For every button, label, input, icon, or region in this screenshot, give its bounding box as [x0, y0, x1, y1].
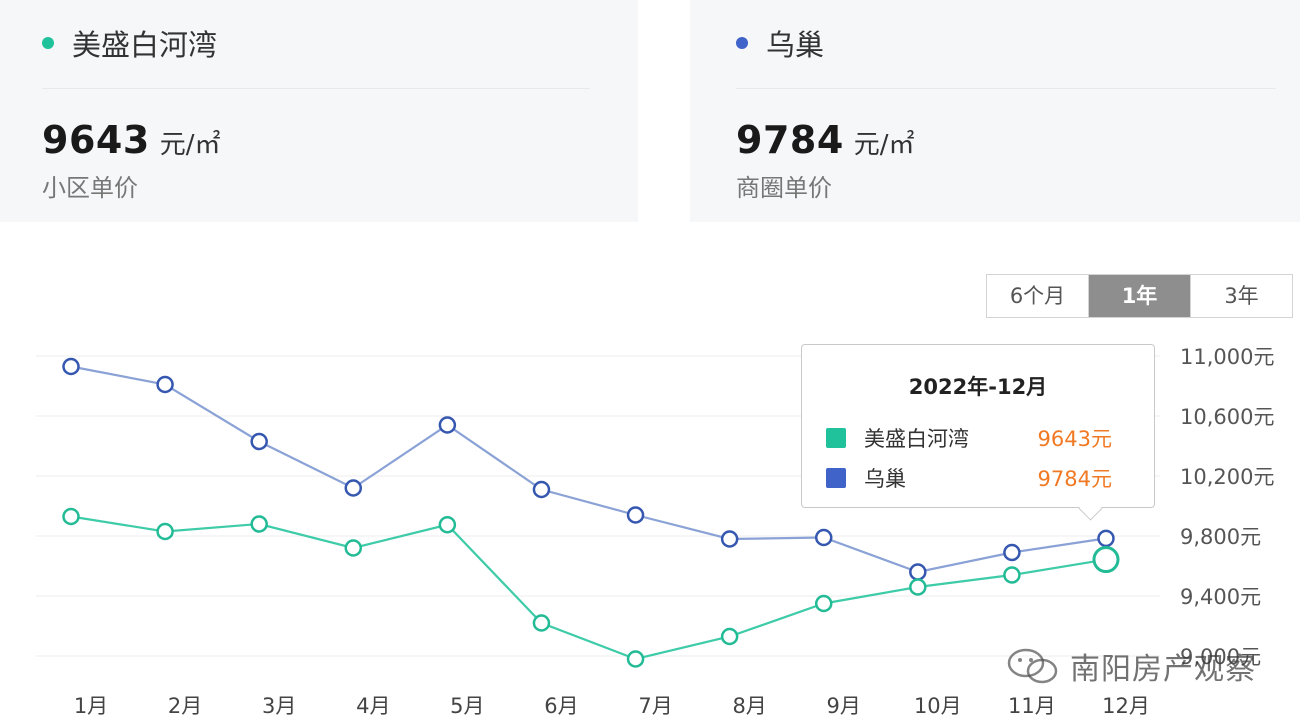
data-point — [62, 507, 80, 526]
data-point — [909, 578, 927, 596]
x-tick-label: 6月 — [544, 694, 578, 718]
data-point — [720, 627, 739, 646]
price-trend-chart: 9,000元 9,400元 9,800元 10,200元 10,600元 11,000元 1… — [36, 345, 1274, 718]
legend-swatch-icon — [826, 468, 846, 488]
summary-card-wuchao: 乌巢 9784 元/㎡ 商圈单价 — [690, 0, 1300, 222]
y-tick-label: 9,000元 — [1180, 645, 1261, 669]
summary-card-meisheng: 美盛白河湾 9643 元/㎡ 小区单价 — [0, 0, 638, 222]
price-unit: 元/㎡ — [853, 130, 915, 160]
range-1-year-button[interactable]: 1年 — [1089, 275, 1191, 317]
community-name: 美盛白河湾 — [72, 28, 218, 62]
data-point — [532, 614, 551, 632]
y-tick-label: 9,400元 — [1180, 585, 1261, 609]
data-point — [814, 528, 833, 547]
y-tick-label: 10,600元 — [1180, 405, 1274, 429]
data-point — [532, 480, 551, 499]
series-dot-icon — [42, 37, 54, 49]
tooltip-series-name: 美盛白河湾 — [864, 427, 969, 451]
price-unit: 元/㎡ — [159, 130, 221, 160]
data-point — [626, 506, 645, 524]
x-tick-label: 12月 — [1102, 694, 1150, 718]
range-6-months-button[interactable]: 6个月 — [987, 275, 1089, 317]
series-dot-icon — [736, 37, 748, 49]
y-tick-label: 11,000元 — [1180, 345, 1274, 369]
data-point — [250, 432, 268, 451]
x-tick-label: 7月 — [638, 694, 672, 718]
data-point — [156, 375, 174, 394]
wechat-icon — [1007, 648, 1058, 684]
x-tick-label: 3月 — [262, 694, 296, 718]
tooltip-series-value: 9643元 — [1037, 427, 1112, 451]
data-point — [344, 479, 363, 497]
tooltip-row: 乌巢 9784元 — [826, 463, 1132, 493]
price-sublabel: 小区单价 — [42, 174, 138, 202]
x-tick-label: 8月 — [732, 694, 766, 718]
legend-swatch-icon — [826, 428, 846, 448]
chart-tooltip: 2022年-12月 美盛白河湾 9643元 乌巢 9784元 — [801, 344, 1155, 521]
range-3-years-button[interactable]: 3年 — [1191, 275, 1292, 317]
tooltip-title: 2022年-12月 — [908, 375, 1048, 399]
community-price: 9643 — [42, 118, 150, 162]
x-tick-label: 10月 — [914, 694, 962, 718]
district-name: 乌巢 — [766, 28, 825, 62]
tooltip-series-value: 9784元 — [1037, 467, 1112, 491]
price-row: 9784 元/㎡ — [736, 118, 915, 162]
data-point — [438, 416, 457, 434]
card-name-row: 美盛白河湾 — [42, 22, 217, 64]
data-point — [1092, 546, 1120, 574]
data-point — [1097, 529, 1115, 548]
data-point — [62, 357, 80, 376]
card-divider — [736, 88, 1276, 89]
watermark: 南阳房产观察 — [1004, 644, 1256, 688]
data-point — [438, 516, 457, 534]
data-point — [909, 563, 927, 581]
card-divider — [42, 88, 590, 89]
data-point — [344, 539, 363, 557]
x-tick-label: 1月 — [74, 694, 108, 718]
series-line — [70, 365, 1107, 574]
x-tick-label: 2月 — [168, 694, 202, 718]
data-point — [720, 530, 739, 548]
price-row: 9643 元/㎡ — [42, 118, 221, 162]
card-name-row: 乌巢 — [736, 22, 824, 64]
y-tick-label: 9,800元 — [1180, 525, 1261, 549]
price-sublabel: 商圈单价 — [736, 174, 832, 202]
x-tick-label: 4月 — [356, 694, 390, 718]
data-point — [814, 594, 833, 613]
data-point — [156, 522, 174, 541]
x-tick-label: 9月 — [827, 694, 861, 718]
series-line — [70, 515, 1107, 661]
data-point — [1003, 566, 1021, 584]
y-tick-label: 10,200元 — [1180, 465, 1274, 489]
watermark-text: 南阳房产观察 — [1070, 652, 1256, 687]
time-range-selector: 6个月 1年 3年 — [986, 274, 1293, 318]
x-tick-label: 5月 — [450, 694, 484, 718]
tooltip-row: 美盛白河湾 9643元 — [826, 423, 1132, 453]
x-tick-label: 11月 — [1008, 694, 1056, 718]
data-point — [1003, 543, 1021, 562]
district-price: 9784 — [736, 118, 844, 162]
data-point — [626, 650, 645, 668]
data-point — [250, 515, 268, 533]
tooltip-series-name: 乌巢 — [864, 467, 906, 491]
